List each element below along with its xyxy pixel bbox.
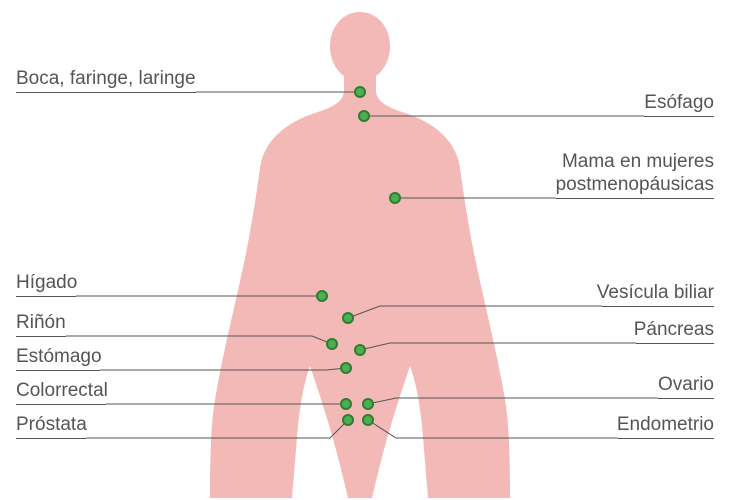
underline-prostata [16, 438, 86, 439]
marker-rinon [326, 338, 338, 350]
marker-endometrio [362, 414, 374, 426]
label-pancreas: Páncreas [634, 319, 714, 342]
marker-boca [354, 86, 366, 98]
diagram-canvas: Boca, faringe, laringe Esófago Mama en muj… [0, 0, 730, 500]
label-mama: Mama en mujerespostmenopáusicas [556, 151, 714, 197]
underline-ovario [658, 398, 714, 399]
underline-vesicula [602, 306, 714, 307]
marker-prostata [342, 414, 354, 426]
marker-estomago [340, 362, 352, 374]
marker-pancreas [354, 344, 366, 356]
label-endometrio: Endometrio [617, 414, 714, 437]
underline-boca [16, 92, 196, 93]
underline-estomago [16, 370, 100, 371]
label-higado: Hígado [16, 272, 77, 295]
marker-higado [316, 290, 328, 302]
marker-vesicula [342, 312, 354, 324]
underline-colorrectal [16, 404, 106, 405]
label-estomago: Estómago [16, 346, 102, 369]
label-prostata: Próstata [16, 414, 87, 437]
underline-endometrio [618, 438, 714, 439]
underline-esofago [644, 116, 714, 117]
marker-ovario [362, 398, 374, 410]
underline-pancreas [636, 343, 714, 344]
marker-colorrectal [340, 398, 352, 410]
marker-mama [389, 192, 401, 204]
label-boca: Boca, faringe, laringe [16, 68, 196, 91]
label-colorrectal: Colorrectal [16, 380, 108, 403]
underline-rinon [16, 336, 66, 337]
marker-esofago [358, 110, 370, 122]
label-esofago: Esófago [644, 92, 714, 115]
label-rinon: Riñón [16, 312, 66, 335]
underline-mama [556, 198, 714, 199]
label-ovario: Ovario [658, 374, 714, 397]
underline-higado [16, 296, 76, 297]
label-vesicula: Vesícula biliar [597, 282, 714, 305]
